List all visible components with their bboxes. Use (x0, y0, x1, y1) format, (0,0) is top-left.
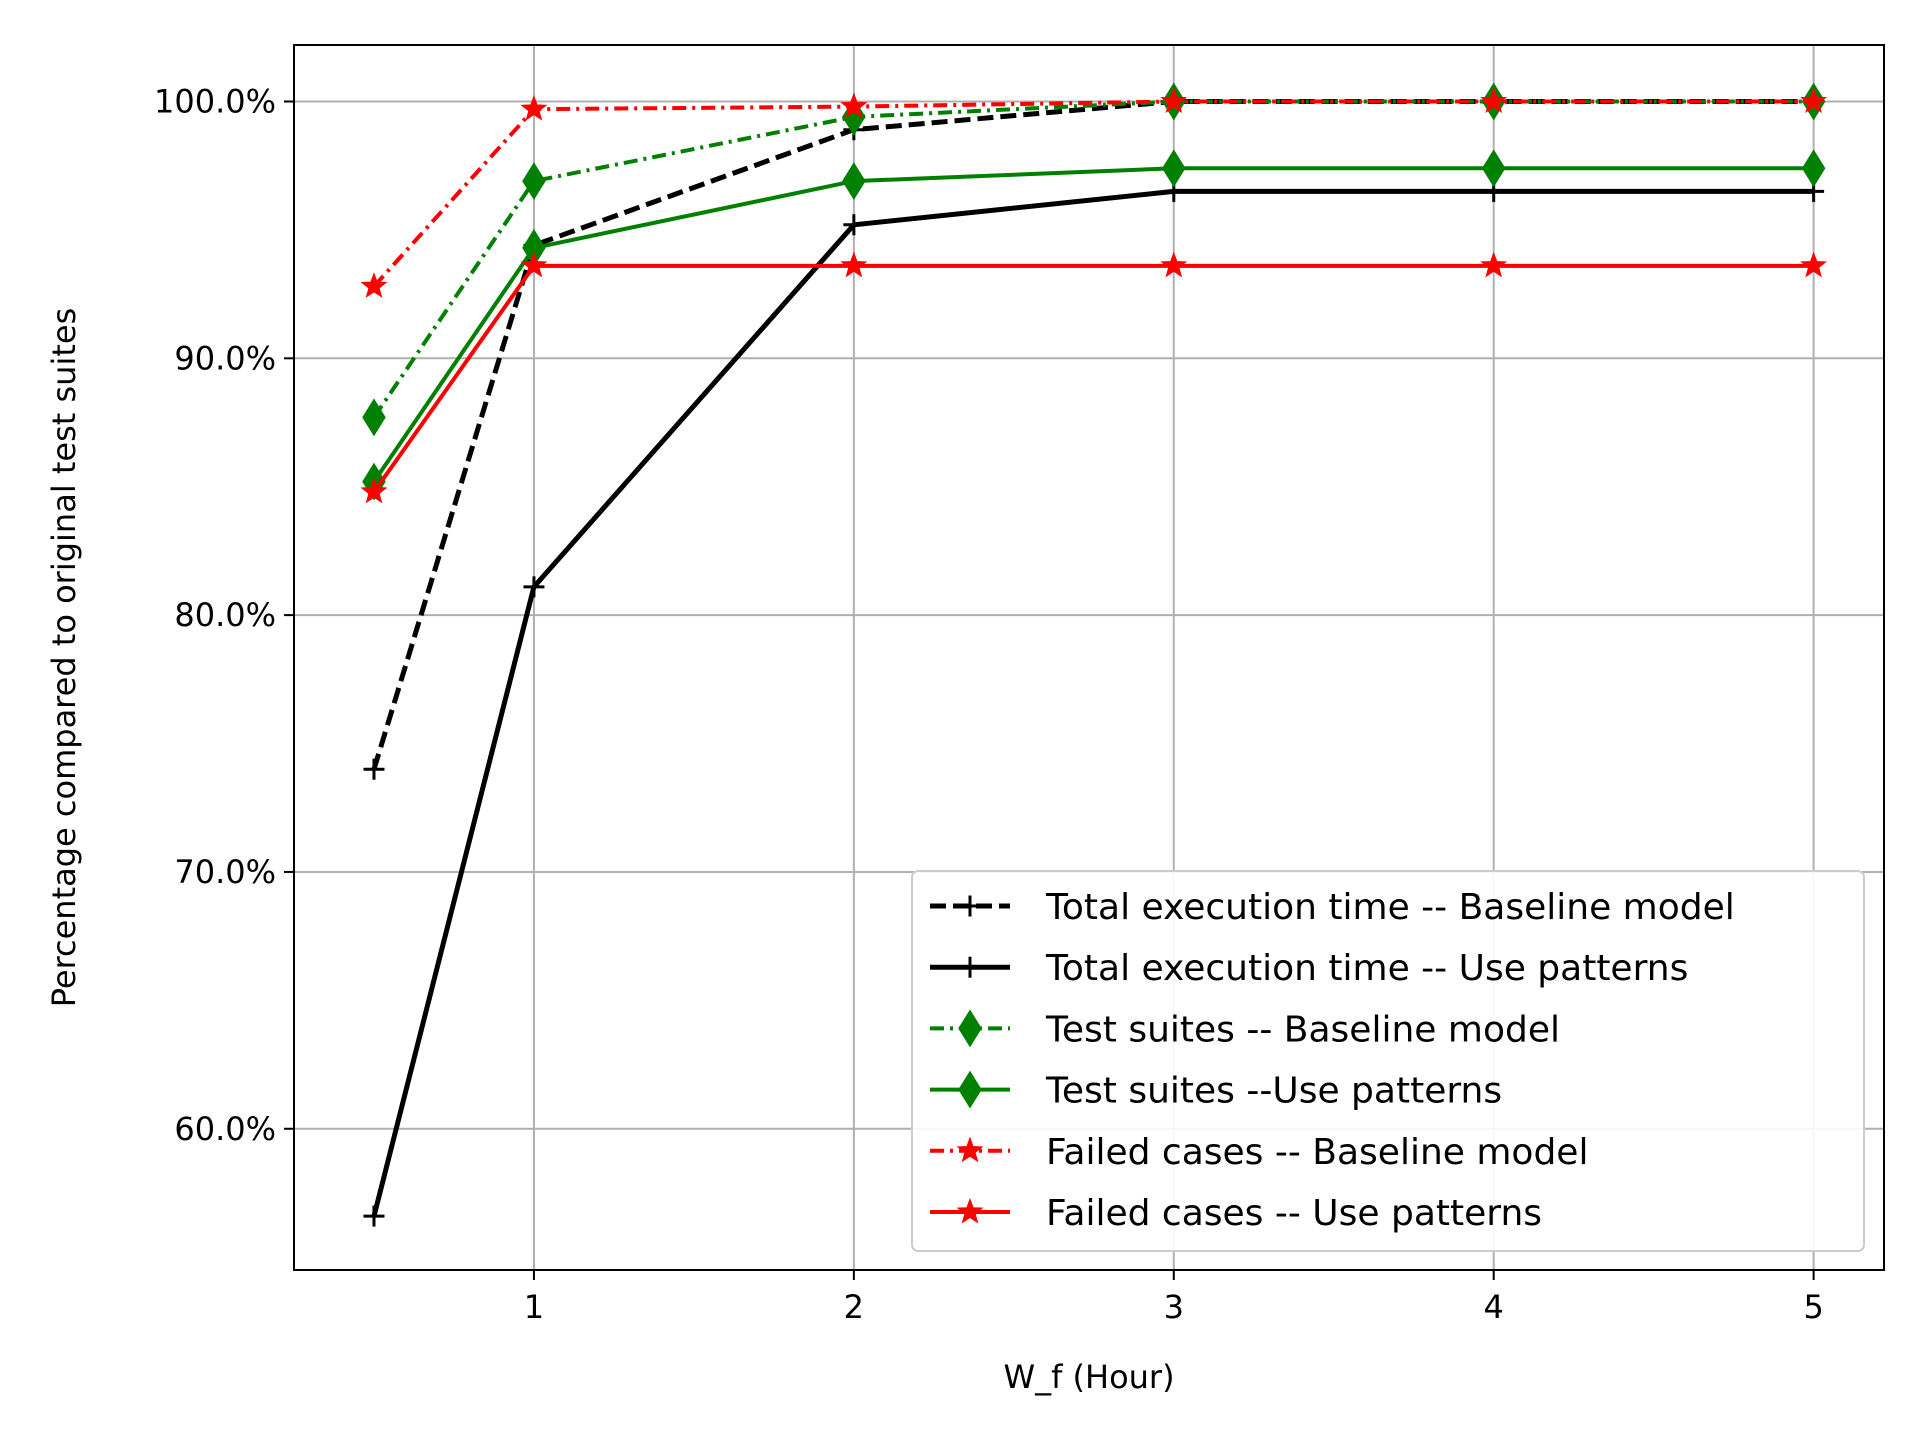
data-point (362, 398, 386, 437)
legend-label: Total execution time -- Baseline model (1045, 887, 1735, 928)
y-tick-label: 80.0% (174, 596, 276, 634)
series-6 (360, 251, 1828, 504)
plus-marker (959, 895, 981, 917)
x-tick-label: 4 (1484, 1288, 1504, 1326)
x-tick-label: 3 (1164, 1288, 1184, 1326)
plus-marker (959, 956, 981, 978)
y-tick-label: 70.0% (174, 853, 276, 891)
legend-item: Test suites --Use patterns (930, 1071, 1502, 1112)
diamond-marker (958, 1009, 982, 1048)
star-marker (956, 1136, 984, 1163)
y-axis-label: Percentage compared to original test sui… (45, 308, 83, 1008)
x-tick-label: 1 (524, 1288, 544, 1326)
data-point (1480, 87, 1508, 113)
data-point (840, 251, 868, 278)
x-tick-label: 2 (844, 1288, 864, 1326)
series-line (372, 99, 1814, 288)
data-point (842, 162, 866, 201)
data-point (363, 758, 385, 780)
star-marker (956, 1197, 984, 1224)
legend-label: Test suites --Use patterns (1045, 1071, 1502, 1112)
x-tick-label: 5 (1803, 1288, 1823, 1326)
data-point (1162, 149, 1186, 188)
data-point (1800, 87, 1828, 113)
y-tick-label: 60.0% (174, 1110, 276, 1148)
axis-ticks: 1 2 3 4 5 60.0% 70.0% 80.0% 90.0% 100.0% (154, 82, 1824, 1326)
data-point (1160, 87, 1188, 113)
data-point (523, 576, 545, 598)
legend-item: Test suites -- Baseline model (930, 1009, 1560, 1050)
data-point (1480, 251, 1508, 278)
data-point (1481, 149, 1506, 188)
legend-label: Failed cases -- Use patterns (1046, 1193, 1542, 1234)
data-point (360, 477, 388, 504)
data-point (1160, 251, 1188, 278)
diamond-marker (958, 1070, 982, 1109)
y-tick-label: 100.0% (154, 82, 276, 120)
data-point (360, 272, 388, 298)
data-point (522, 162, 546, 201)
legend-item: Total execution time -- Baseline model (930, 887, 1735, 928)
legend-box (911, 870, 1865, 1252)
legend-label: Failed cases -- Baseline model (1046, 1132, 1588, 1173)
data-point (1801, 149, 1826, 188)
legend-item: Failed cases -- Baseline model (930, 1132, 1588, 1173)
data-point (1800, 251, 1828, 278)
data-point (843, 214, 865, 236)
x-axis-label: W_f (Hour) (1003, 1358, 1174, 1396)
series-4 (362, 149, 1826, 501)
series-line (372, 263, 1814, 494)
data-point (520, 95, 548, 121)
legend-item: Total execution time -- Use patterns (930, 948, 1688, 989)
legend: Total execution time -- Baseline model To… (911, 870, 1865, 1252)
series-5 (360, 87, 1828, 298)
data-point (520, 251, 548, 278)
series-line (372, 166, 1814, 483)
series-line (371, 99, 1814, 770)
series-layer (360, 82, 1828, 1227)
legend-label: Test suites -- Baseline model (1045, 1009, 1560, 1050)
legend-item: Failed cases -- Use patterns (930, 1193, 1542, 1234)
series-line (371, 188, 1814, 1217)
y-tick-label: 90.0% (174, 339, 276, 377)
data-point (840, 92, 868, 119)
legend-label: Total execution time -- Use patterns (1045, 948, 1688, 989)
data-point (363, 1205, 385, 1227)
plot-frame (293, 44, 1885, 1271)
